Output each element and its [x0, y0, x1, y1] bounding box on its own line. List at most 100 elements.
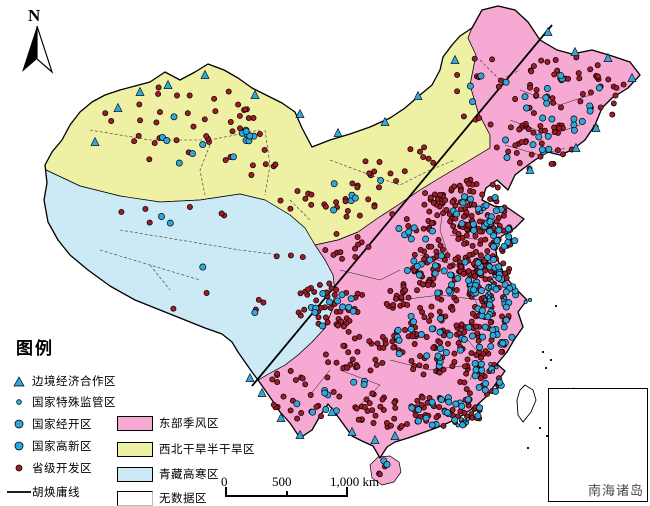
- legend-item-hu-line: 胡焕庸线: [6, 483, 80, 501]
- provincial-dev-zone-dot: [354, 363, 361, 370]
- provincial-dev-zone-dot: [474, 330, 481, 337]
- special-supervision-dot: [479, 209, 484, 214]
- national-dev-zone-dot: [311, 308, 319, 316]
- national-dev-zone-dot: [467, 195, 474, 203]
- provincial-dev-zone-dot: [402, 327, 408, 333]
- provincial-dev-zone-dot: [136, 101, 143, 108]
- provincial-dev-zone-dot: [255, 296, 262, 303]
- provincial-dev-zone-dot: [437, 339, 444, 346]
- provincial-dev-zone-dot: [361, 404, 368, 410]
- provincial-dev-zone-dot: [512, 96, 519, 102]
- provincial-dev-zone-dot: [343, 213, 350, 220]
- national-dev-zone-dot: [199, 263, 207, 271]
- provincial-dev-zone-dot: [455, 236, 462, 243]
- national-dev-zone-dot: [428, 421, 436, 429]
- islet-dot: [544, 366, 548, 370]
- border-coop-triangle: [257, 387, 267, 397]
- national-dev-zone-dot: [500, 242, 508, 250]
- national-dev-zone-dot: [454, 274, 462, 282]
- provincial-dev-zone-dot: [356, 212, 363, 219]
- provincial-dev-zone-dot: [420, 154, 427, 161]
- provincial-dev-zone-dot: [417, 353, 424, 360]
- national-dev-zone-dot: [523, 104, 530, 112]
- national-dev-zone-dot: [428, 398, 436, 406]
- national-dev-zone-dot: [377, 176, 385, 184]
- border-coop-triangle: [200, 69, 210, 79]
- provincial-dev-zone-dot: [322, 247, 329, 254]
- provincial-dev-zone-dot: [280, 393, 287, 400]
- provincial-dev-zone-dot: [544, 58, 551, 65]
- national-dev-zone-dot: [486, 218, 494, 226]
- provincial-dev-zone-dot: [587, 66, 594, 73]
- special-supervision-dot: [527, 297, 533, 302]
- provincial-dev-zone-dot: [423, 334, 430, 340]
- provincial-dev-zone-dot: [354, 234, 361, 241]
- national-dev-zone-dot: [461, 258, 469, 266]
- national-dev-zone-dot: [539, 114, 547, 122]
- provincial-dev-zone-dot: [463, 386, 470, 393]
- provincial-dev-zone-dot: [402, 287, 409, 294]
- provincial-dev-zone-dot: [186, 92, 193, 99]
- provincial-dev-zone-dot: [307, 392, 314, 398]
- provincial-dev-zone-dot: [372, 412, 379, 419]
- provincial-dev-zone-dot: [335, 322, 341, 329]
- provincial-dev-zone-dot: [366, 400, 373, 407]
- border-coop-triangle: [591, 122, 601, 132]
- provincial-dev-zone-dot: [447, 263, 453, 270]
- provincial-dev-zone-dot: [493, 218, 500, 225]
- provincial-dev-zone-dot: [387, 422, 394, 429]
- provincial-dev-zone-dot: [298, 410, 305, 416]
- national-dev-zone-dot: [407, 325, 415, 333]
- provincial-dev-zone-dot: [212, 108, 219, 115]
- provincial-dev-zone-dot: [436, 369, 443, 376]
- provincial-dev-zone-dot: [548, 160, 555, 167]
- provincial-dev-zone-dot: [362, 158, 369, 165]
- national-dev-zone-dot: [440, 267, 448, 275]
- national-dev-zone-dot: [407, 235, 415, 243]
- provincial-dev-zone-dot: [471, 201, 478, 208]
- provincial-dev-zone-dot: [470, 188, 477, 195]
- provincial-dev-zone-dot: [324, 319, 331, 326]
- provincial-dev-zone-dot: [337, 249, 344, 256]
- national-dev-zone-dot: [487, 342, 495, 350]
- provincial-dev-zone-dot: [576, 75, 583, 82]
- provincial-dev-zone-dot: [550, 99, 557, 106]
- national-dev-zone-dot: [460, 193, 468, 201]
- legend-title: 图例: [16, 339, 54, 359]
- border-coop-triangle: [245, 372, 255, 382]
- provincial-dev-zone-dot: [575, 70, 582, 77]
- provincial-dev-zone-dot: [451, 350, 458, 357]
- national-dev-zone-dot: [330, 206, 338, 214]
- border-coop-triangle: [370, 434, 380, 444]
- national-dev-zone-dot: [490, 232, 498, 240]
- provincial-dev-zone-dot: [363, 396, 370, 403]
- islet-dot: [538, 426, 542, 430]
- south-china-sea-inset: 南海诸岛: [548, 388, 648, 502]
- provincial-dev-zone-dot: [393, 177, 400, 184]
- provincial-dev-zone-dot: [373, 361, 380, 368]
- national-dev-zone-dot: [548, 115, 556, 123]
- provincial-dev-zone-dot: [272, 161, 279, 168]
- provincial-dev-zone-dot: [218, 210, 225, 217]
- provincial-dev-zone-dot: [456, 330, 463, 337]
- national-dev-zone-dot: [445, 287, 453, 295]
- national-dev-zone-dot: [466, 82, 474, 90]
- provincial-dev-zone-dot: [137, 117, 144, 124]
- national-dev-zone-dot: [470, 226, 478, 234]
- provincial-dev-zone-dot: [439, 246, 446, 253]
- provincial-dev-zone-dot: [387, 288, 394, 294]
- provincial-dev-zone-dot: [461, 329, 468, 336]
- national-dev-zone-dot: [451, 416, 459, 424]
- border-coop-triangle: [295, 429, 305, 439]
- provincial-dev-zone-dot: [453, 297, 460, 304]
- national-dev-zone-dot: [470, 286, 478, 294]
- national-dev-zone-dot: [431, 269, 439, 277]
- border-coop-triangle: [390, 430, 400, 440]
- national-dev-zone-dots: [158, 72, 603, 468]
- provincial-dev-zone-dot: [468, 212, 475, 219]
- provincial-dev-zone-dot: [477, 375, 484, 382]
- national-dev-zone-dot: [436, 328, 444, 336]
- national-dev-zone-dot: [415, 271, 423, 279]
- national-dev-zone-dot: [475, 383, 483, 391]
